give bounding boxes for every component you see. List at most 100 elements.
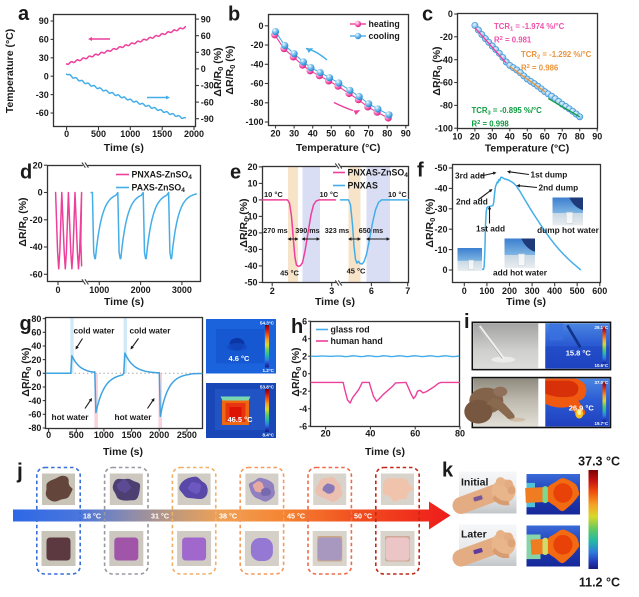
svg-text:1st dump: 1st dump xyxy=(531,170,568,180)
svg-text:PNXAS-ZnSO4: PNXAS-ZnSO4 xyxy=(132,170,193,182)
svg-text:heating: heating xyxy=(369,19,400,29)
svg-text:60: 60 xyxy=(540,131,550,141)
svg-text:-4: -4 xyxy=(299,404,307,414)
svg-text:1000: 1000 xyxy=(94,430,114,440)
svg-text:-40: -40 xyxy=(434,184,447,194)
svg-text:g: g xyxy=(20,313,32,335)
svg-text:50 °C: 50 °C xyxy=(354,512,372,521)
svg-text:4: 4 xyxy=(302,334,307,344)
svg-text:40: 40 xyxy=(365,429,375,439)
svg-text:-6: -6 xyxy=(299,421,307,431)
svg-text:300: 300 xyxy=(525,286,540,296)
svg-text:Time (s): Time (s) xyxy=(365,446,405,458)
svg-text:30: 30 xyxy=(487,131,497,141)
svg-text:500: 500 xyxy=(69,430,84,440)
svg-text:Initial: Initial xyxy=(461,477,489,489)
svg-text:200: 200 xyxy=(502,286,517,296)
svg-text:100: 100 xyxy=(479,286,494,296)
svg-text:1000: 1000 xyxy=(89,285,109,295)
svg-text:-100: -100 xyxy=(245,117,263,127)
svg-text:29.1°C: 29.1°C xyxy=(595,325,609,330)
svg-text:Temperature (°C): Temperature (°C) xyxy=(296,142,381,154)
svg-text:-40: -40 xyxy=(28,396,41,406)
svg-text:-50: -50 xyxy=(244,278,257,288)
svg-text:f: f xyxy=(417,160,424,182)
svg-text:2000: 2000 xyxy=(131,285,151,295)
svg-text:cooling: cooling xyxy=(369,31,400,41)
svg-text:30: 30 xyxy=(289,129,299,139)
svg-text:90: 90 xyxy=(201,14,211,24)
svg-text:70: 70 xyxy=(557,131,567,141)
svg-text:j: j xyxy=(16,460,23,483)
svg-text:ΔR/R0 (%): ΔR/R0 (%) xyxy=(431,46,444,95)
svg-text:glass rod: glass rod xyxy=(331,325,370,335)
svg-text:323 ms: 323 ms xyxy=(325,226,349,235)
svg-text:1500: 1500 xyxy=(122,430,142,440)
svg-text:-10: -10 xyxy=(244,212,257,222)
svg-text:1500: 1500 xyxy=(152,129,172,139)
svg-text:2500: 2500 xyxy=(177,430,197,440)
svg-text:45 °C: 45 °C xyxy=(280,269,299,278)
svg-text:0: 0 xyxy=(44,71,49,81)
svg-text:500: 500 xyxy=(91,129,106,139)
svg-text:2nd dump: 2nd dump xyxy=(539,183,579,193)
svg-text:i: i xyxy=(464,311,470,333)
svg-text:d: d xyxy=(20,162,32,184)
svg-text:0: 0 xyxy=(46,430,51,440)
svg-text:20: 20 xyxy=(247,162,257,172)
svg-text:2nd add: 2nd add xyxy=(456,197,488,207)
svg-text:-100: -100 xyxy=(435,123,453,133)
svg-text:PAXS-ZnSO4: PAXS-ZnSO4 xyxy=(132,183,186,195)
svg-text:390 ms: 390 ms xyxy=(295,226,319,235)
svg-text:60: 60 xyxy=(410,429,420,439)
svg-text:2: 2 xyxy=(302,351,307,361)
svg-text:400: 400 xyxy=(547,286,562,296)
svg-text:0: 0 xyxy=(36,369,41,379)
svg-text:-60: -60 xyxy=(30,270,43,280)
svg-text:10: 10 xyxy=(452,131,462,141)
svg-text:46.5 °C: 46.5 °C xyxy=(227,415,253,424)
svg-text:ΔR/R0 (%): ΔR/R0 (%) xyxy=(238,198,251,247)
svg-text:10 °C: 10 °C xyxy=(320,190,339,199)
svg-text:0: 0 xyxy=(448,9,453,19)
svg-text:h: h xyxy=(291,316,303,338)
svg-text:-40: -40 xyxy=(440,55,453,65)
svg-text:7: 7 xyxy=(405,286,410,296)
svg-text:90: 90 xyxy=(401,129,411,139)
svg-text:40: 40 xyxy=(308,129,318,139)
svg-text:Temperature (°C): Temperature (°C) xyxy=(485,143,570,155)
svg-text:20: 20 xyxy=(33,160,43,170)
svg-text:-20: -20 xyxy=(434,224,447,234)
svg-text:60: 60 xyxy=(39,35,49,45)
svg-text:-60: -60 xyxy=(201,97,214,107)
svg-text:20: 20 xyxy=(31,355,41,365)
svg-text:-80: -80 xyxy=(440,101,453,111)
svg-text:37.0°C: 37.0°C xyxy=(595,380,609,385)
svg-text:-80: -80 xyxy=(28,423,41,433)
svg-text:0: 0 xyxy=(442,265,447,275)
svg-text:Time (s): Time (s) xyxy=(315,296,355,308)
svg-text:-40: -40 xyxy=(250,60,263,70)
svg-text:38 °C: 38 °C xyxy=(219,512,237,521)
svg-text:ΔR/R0 (%): ΔR/R0 (%) xyxy=(224,45,237,94)
svg-text:Time (s): Time (s) xyxy=(104,296,144,308)
svg-text:b: b xyxy=(228,4,240,26)
svg-text:-60: -60 xyxy=(28,410,41,420)
svg-text:-60: -60 xyxy=(440,78,453,88)
svg-text:Time (s): Time (s) xyxy=(104,142,144,154)
svg-text:600: 600 xyxy=(592,286,607,296)
svg-text:0: 0 xyxy=(64,129,69,139)
svg-text:-20: -20 xyxy=(250,40,263,50)
svg-text:50: 50 xyxy=(522,131,532,141)
svg-text:60: 60 xyxy=(201,31,211,41)
svg-text:hot water: hot water xyxy=(115,412,153,422)
svg-text:10: 10 xyxy=(247,179,257,189)
svg-text:650 ms: 650 ms xyxy=(359,226,383,235)
svg-text:-30: -30 xyxy=(434,204,447,214)
svg-text:0: 0 xyxy=(302,369,307,379)
svg-text:ΔR/R0 (%): ΔR/R0 (%) xyxy=(20,347,33,396)
svg-text:Time (s): Time (s) xyxy=(103,446,143,458)
svg-text:4.6 °C: 4.6 °C xyxy=(229,354,251,363)
svg-text:PNXAS-ZnSO4: PNXAS-ZnSO4 xyxy=(348,168,409,180)
svg-text:11.2 °C: 11.2 °C xyxy=(579,576,620,590)
